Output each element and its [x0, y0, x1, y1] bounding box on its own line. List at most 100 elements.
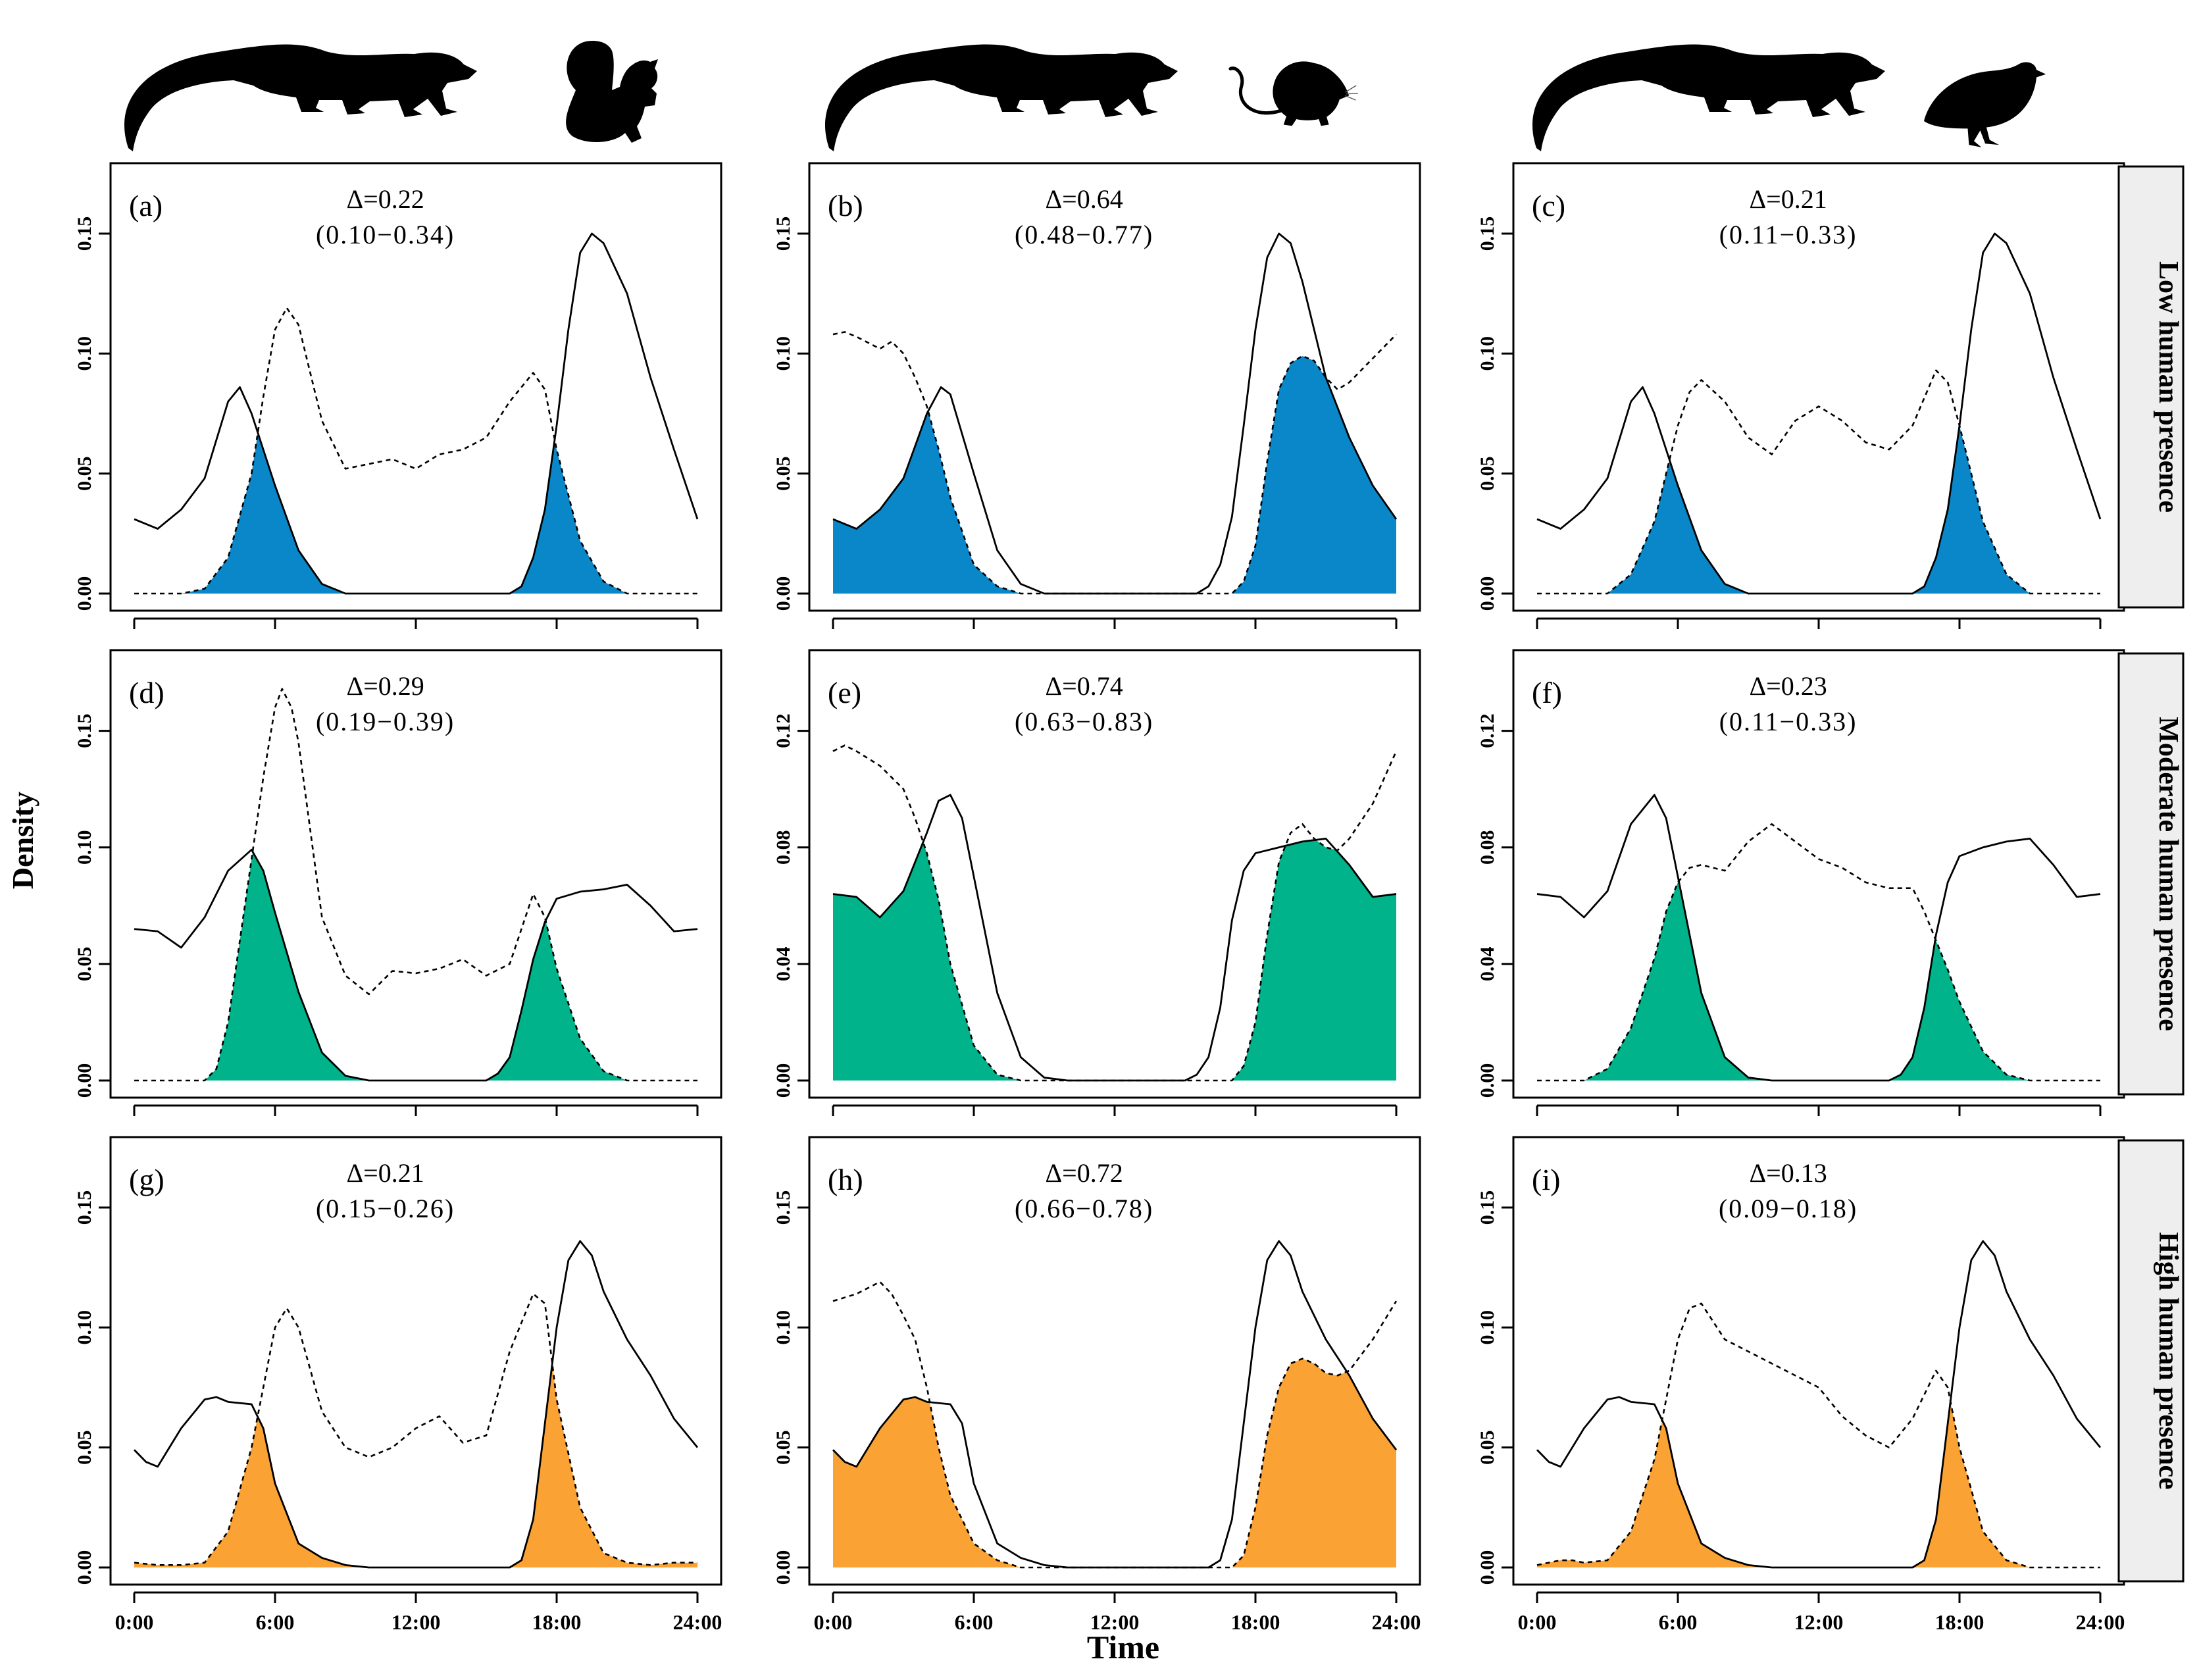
delta-ci: (0.10−0.34)	[316, 220, 455, 249]
panel-frame	[808, 162, 1421, 612]
delta-value: Δ=0.64	[1045, 184, 1123, 214]
solid-density-line	[832, 1240, 1398, 1569]
panel-d: 0.00 0.05 0.10 0.15 (d) Δ=0.29 (0.19−0.39)	[74, 649, 722, 1116]
delta-ci: (0.11−0.33)	[1719, 707, 1858, 736]
panel-frame	[109, 649, 722, 1099]
delta-value: Δ=0.22	[346, 184, 424, 214]
overlap-area	[134, 1365, 697, 1567]
y-tick-label: 0.04	[1477, 947, 1498, 982]
panel-letter: (g)	[129, 1163, 164, 1196]
delta-value: Δ=0.21	[1749, 184, 1827, 214]
panel-b: 0.00 0.05 0.10 0.15 (b) Δ=0.64 (0.48−0.77)	[772, 162, 1421, 629]
squirrel-icon	[566, 41, 658, 143]
overlap-area	[833, 355, 1396, 594]
delta-ci: (0.19−0.39)	[316, 707, 455, 736]
panel-letter: (b)	[828, 189, 863, 222]
y-tick-label: 0.10	[1477, 1310, 1498, 1345]
y-tick-label: 0.15	[74, 713, 95, 748]
y-tick-label: 0.00	[772, 1550, 794, 1585]
delta-ci: (0.11−0.33)	[1719, 220, 1858, 249]
delta-value: Δ=0.13	[1749, 1158, 1827, 1188]
overlap-area	[1537, 425, 2100, 594]
panel-frame	[808, 649, 1421, 1099]
overlap-area	[833, 1358, 1396, 1567]
y-tick-label: 0.05	[1477, 1430, 1498, 1465]
pheasant-icon	[1924, 62, 2046, 147]
delta-ci: (0.66−0.78)	[1015, 1194, 1153, 1223]
delta-ci: (0.48−0.77)	[1015, 220, 1153, 249]
panel-frame	[109, 162, 722, 612]
panel-h: 0.00 0.05 0.10 0.15 0:00 6:00 12:00 18:00 24:00 (…	[772, 1136, 1421, 1634]
y-tick-label: 0.10	[1477, 336, 1498, 371]
y-tick-label: 0.15	[772, 216, 794, 251]
panel-letter: (e)	[828, 676, 861, 709]
x-tick-label: 6:00	[955, 1610, 994, 1634]
row-strip-1: Low human presence	[2117, 165, 2185, 609]
dashed-density-line	[134, 688, 697, 1082]
x-tick-label: 24:00	[2076, 1610, 2125, 1634]
row-strip-3: High human presence	[2117, 1139, 2185, 1583]
panel-frame	[808, 1136, 1421, 1586]
y-tick-label: 0.00	[1477, 1063, 1498, 1098]
x-tick-label: 18:00	[1231, 1610, 1280, 1634]
y-tick-label: 0.00	[772, 1063, 794, 1098]
y-tick-label: 0.00	[1477, 576, 1498, 611]
panel-f: 0.00 0.04 0.08 0.12 (f) Δ=0.23 (0.11−0.33)	[1477, 649, 2125, 1116]
delta-value: Δ=0.29	[346, 671, 424, 701]
dashed-density-line	[134, 307, 697, 595]
civet-icon	[1532, 44, 1885, 151]
x-tick-label: 18:00	[532, 1610, 582, 1634]
y-tick-label: 0.04	[772, 947, 794, 982]
solid-density-line	[1536, 794, 2101, 1082]
y-tick-label: 0.15	[772, 1190, 794, 1225]
panel-c: 0.00 0.05 0.10 0.15 (c) Δ=0.21 (0.11−0.33)	[1477, 162, 2125, 629]
delta-ci: (0.09−0.18)	[1719, 1194, 1858, 1223]
dashed-density-line	[1537, 369, 2100, 595]
y-tick-label: 0.12	[772, 713, 794, 748]
solid-density-line	[133, 1240, 699, 1569]
overlap-area	[134, 435, 697, 594]
panel-g: 0.00 0.05 0.10 0.15 0:00 6:00 12:00 18:00 24:00 (…	[74, 1136, 722, 1634]
delta-value: Δ=0.21	[346, 1158, 424, 1188]
x-tick-label: 12:00	[1090, 1610, 1140, 1634]
solid-density-line	[832, 794, 1397, 1082]
y-tick-label: 0.08	[772, 830, 794, 865]
panel-letter: (h)	[828, 1163, 863, 1196]
y-tick-label: 0.05	[772, 1430, 794, 1465]
y-tick-label: 0.15	[74, 1190, 95, 1225]
y-tick-label: 0.10	[74, 336, 95, 371]
row-label-3: High human presence	[2153, 1232, 2183, 1489]
panel-letter: (c)	[1532, 189, 1565, 222]
y-tick-label: 0.05	[74, 456, 95, 491]
dashed-density-line	[1537, 823, 2100, 1082]
dashed-density-line	[832, 744, 1398, 1082]
panel-a: 0.00 0.05 0.10 0.15 (a) Δ=0.22 (0.10−0.34)	[74, 162, 722, 629]
y-tick-label: 0.00	[74, 576, 95, 611]
x-tick-label: 18:00	[1935, 1610, 1984, 1634]
x-axis-title: Time	[1087, 1629, 1159, 1666]
overlap-area	[1537, 882, 2100, 1081]
civet-icon	[824, 44, 1178, 151]
y-tick-label: 0.05	[772, 456, 794, 491]
panel-letter: (a)	[129, 189, 163, 222]
rat-icon	[1230, 61, 1358, 126]
solid-density-line	[832, 232, 1398, 595]
delta-value: Δ=0.72	[1045, 1158, 1123, 1188]
panel-letter: (f)	[1532, 676, 1562, 709]
y-tick-label: 0.00	[772, 576, 794, 611]
dashed-density-line	[832, 331, 1397, 595]
y-tick-label: 0.05	[1477, 456, 1498, 491]
solid-density-line	[134, 848, 698, 1082]
y-tick-label: 0.00	[74, 1063, 95, 1098]
overlap-area	[1537, 1404, 2100, 1567]
civet-icon	[124, 44, 477, 151]
y-tick-label: 0.00	[74, 1550, 95, 1585]
y-tick-label: 0.15	[74, 216, 95, 251]
panel-e: 0.00 0.04 0.08 0.12 (e) Δ=0.74 (0.63−0.83)	[772, 649, 1421, 1116]
delta-value: Δ=0.74	[1045, 671, 1123, 701]
y-tick-label: 0.12	[1477, 713, 1498, 748]
row-strip-2: Moderate human presence	[2117, 652, 2185, 1096]
x-tick-label: 0:00	[814, 1610, 853, 1634]
y-tick-label: 0.10	[772, 1310, 794, 1345]
delta-ci: (0.63−0.83)	[1015, 707, 1153, 736]
